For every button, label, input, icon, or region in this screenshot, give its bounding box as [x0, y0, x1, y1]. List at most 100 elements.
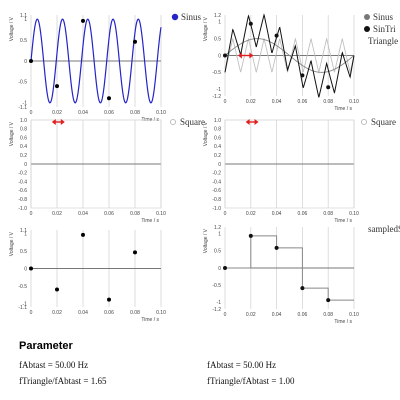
y-tick-label: -0.5 [212, 283, 221, 289]
y-tick-label: -0.4 [18, 179, 27, 185]
legend-sinus-label: Sinus [181, 12, 202, 22]
y-tick-label: 1.1 [20, 228, 27, 234]
chart-sampled: 0 0.02 0.04 0.06 0.08 0.10 1.11 0.5 0 -0.5 -1-1.1 T… [9, 228, 166, 323]
sample-point [107, 96, 111, 101]
x-tick-label: 0.10 [156, 310, 166, 316]
sine-series-line [30, 18, 162, 104]
red-arrow-right-head [254, 119, 259, 125]
y-axis-title: Voltage / V [9, 16, 15, 41]
x-tick-label: 0 [30, 310, 33, 316]
y-tick-label: 1 [218, 20, 221, 26]
sample-point [300, 73, 305, 78]
y-tick-label: 1 [218, 232, 221, 238]
sample-point [107, 297, 111, 302]
x-tick-label: 0.04 [272, 312, 282, 318]
y-axis-title: Voltage / V [203, 121, 209, 146]
y-tick-label: 0.4 [20, 144, 27, 150]
chart-sintri: 0 0.02 0.04 0.06 0.08 0.10 1.21 0.5 0 -0.5 -1-1.2 T… [203, 12, 398, 112]
red-arrow-right-head [249, 52, 254, 59]
y-tick-label: 1.1 [20, 13, 27, 19]
y-tick-label: -1.0 [212, 206, 221, 212]
legend-square-label: Square [371, 117, 396, 127]
sample-point [248, 233, 253, 238]
y-tick-label: -0.5 [18, 284, 27, 290]
legend-sinus-marker [171, 13, 179, 21]
y-tick-label: -1.1 [18, 305, 27, 311]
y-tick-label: -1.2 [212, 94, 221, 100]
legend-square-marker [360, 118, 368, 126]
legend-square-marker [169, 118, 177, 126]
y-tick-label: 1 [24, 17, 27, 23]
y-tick-label: -1.0 [18, 206, 27, 212]
x-tick-label: 0 [30, 110, 33, 116]
parameter-heading: Parameter [19, 340, 73, 352]
red-arrow-right-head [60, 119, 65, 125]
y-tick-label: 0.4 [214, 144, 221, 150]
x-tick-label: 0.10 [349, 99, 359, 105]
y-axis-title: Voltage / V [203, 228, 209, 253]
sample-point [29, 266, 33, 271]
y-tick-label: -0.6 [212, 188, 221, 194]
y-tick-label: -1 [217, 87, 222, 93]
x-tick-label: 0.02 [246, 99, 256, 105]
legend-square-label: Square [180, 117, 205, 127]
y-tick-label: 1.0 [214, 118, 221, 124]
red-arrow-left-head [51, 119, 56, 125]
y-tick-label: 0.5 [214, 249, 221, 255]
y-tick-label: -0.2 [212, 171, 221, 177]
legend-sinus-marker [364, 14, 370, 20]
y-tick-label: -1 [217, 300, 222, 306]
y-tick-label: 0.8 [214, 127, 221, 133]
param-left-fabtast: fAbtast = 50.00 Hz [19, 360, 89, 370]
legend-triangle-label: Triangle [368, 36, 398, 46]
y-tick-label: 0.8 [20, 127, 27, 133]
sample-point [55, 84, 59, 89]
y-tick-label: 0.6 [214, 135, 221, 141]
x-axis-title: Time / s [334, 319, 352, 325]
y-tick-label: 0.5 [20, 249, 27, 255]
x-tick-label: 0.04 [78, 310, 88, 316]
x-tick-label: 0.04 [272, 211, 282, 217]
param-right-ratio: fTriangle/fAbtast = 1.00 [207, 376, 295, 386]
sample-point [326, 85, 331, 90]
sinus-series-line [224, 38, 355, 73]
legend-sintri-marker [364, 26, 370, 32]
y-tick-label: -1.2 [212, 307, 221, 313]
sample-point [133, 250, 137, 255]
x-tick-label: 0.06 [298, 99, 308, 105]
x-tick-label: 0.04 [78, 211, 88, 217]
x-tick-label: 0 [30, 211, 33, 217]
y-tick-label: 0 [24, 266, 27, 272]
x-tick-label: 0.10 [156, 211, 166, 217]
x-tick-label: 0.10 [156, 110, 166, 116]
x-tick-label: 0.02 [52, 211, 62, 217]
x-tick-label: 0.06 [298, 211, 308, 217]
y-tick-label: 0 [24, 162, 27, 168]
y-tick-label: 1.2 [214, 225, 221, 231]
x-tick-label: 0.06 [104, 211, 114, 217]
sintri-series-line [224, 13, 355, 98]
x-tick-label: 0.06 [104, 310, 114, 316]
y-tick-label: 0 [218, 266, 221, 272]
x-tick-label: 0.08 [130, 310, 140, 316]
red-arrow-left-head [245, 119, 250, 125]
x-tick-label: 0.06 [298, 312, 308, 318]
red-arrow-left-head [237, 52, 242, 59]
y-tick-label: 0.6 [20, 135, 27, 141]
y-tick-label: -0.4 [212, 179, 221, 185]
sample-point [133, 39, 137, 44]
y-tick-label: -1 [23, 101, 28, 107]
sample-point [81, 18, 85, 23]
x-tick-label: 0.02 [246, 312, 256, 318]
y-tick-label: -0.6 [18, 188, 27, 194]
sample-point [29, 59, 33, 63]
sample-point [326, 298, 331, 303]
param-right-fabtast: fAbtast = 50.00 Hz [207, 360, 277, 370]
chart-square-right: 0 0.02 0.04 0.06 0.08 0.10 1.0 0.8 0.6 0.4 0.2 0 -0.… [203, 117, 396, 224]
y-tick-label: -0.8 [212, 197, 221, 203]
x-tick-label: 0.06 [104, 110, 114, 116]
x-tick-label: 0.08 [323, 99, 333, 105]
sample-point [248, 21, 253, 26]
y-tick-label: 0.5 [20, 38, 27, 44]
